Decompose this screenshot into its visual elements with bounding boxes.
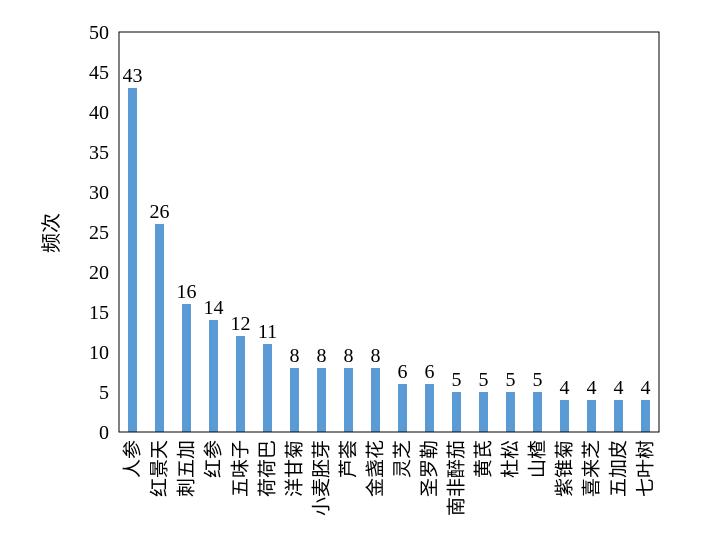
bar bbox=[398, 384, 407, 432]
x-tick-label: 红景天 bbox=[149, 440, 171, 497]
y-tick-label: 40 bbox=[89, 102, 109, 124]
x-axis-ticks: 人参 红景天 刺五加 红参 五味子 荷荷巴 洋甘菊 小麦胚芽 芦荟 金盏花 灵芝 圣罗勒 南非醉茄 黄芪杜… bbox=[122, 440, 657, 516]
x-tick-label: 红参 bbox=[203, 440, 225, 478]
y-tick-label: 15 bbox=[89, 302, 109, 324]
bar bbox=[533, 392, 542, 432]
x-tick-label: 七叶树 bbox=[635, 440, 657, 497]
y-axis-label: 频次 bbox=[40, 213, 63, 253]
bar bbox=[182, 304, 191, 432]
bar bbox=[155, 224, 164, 432]
y-tick-label: 5 bbox=[99, 382, 109, 404]
bar bbox=[371, 368, 380, 432]
x-tick-label: 紫锥菊 bbox=[554, 440, 576, 497]
data-label: 5 bbox=[452, 369, 462, 391]
x-tick-label: 刺五加 bbox=[176, 440, 198, 497]
data-label: 8 bbox=[317, 345, 327, 367]
x-tick-label: 荷荷巴 bbox=[257, 440, 279, 497]
y-axis-ticks: 0 5 10 15 20 25 30 35 40 45 50 bbox=[89, 22, 109, 444]
bar bbox=[587, 400, 596, 432]
data-label: 5 bbox=[533, 369, 543, 391]
y-tick-label: 35 bbox=[89, 142, 109, 164]
x-tick-label: 洋甘菊 bbox=[284, 440, 306, 497]
x-tick-label: 喜来芝 bbox=[581, 440, 603, 497]
y-tick-label: 50 bbox=[89, 22, 109, 44]
y-tick-label: 0 bbox=[99, 422, 109, 444]
x-tick-label: 山楂 bbox=[527, 440, 549, 478]
data-label: 6 bbox=[398, 361, 408, 383]
bar bbox=[344, 368, 353, 432]
x-tick-label: 小麦胚芽 bbox=[311, 440, 333, 516]
x-tick-label: 灵芝 bbox=[392, 440, 414, 478]
bar bbox=[641, 400, 650, 432]
x-tick-label: 杜松 bbox=[500, 440, 522, 478]
data-label: 12 bbox=[231, 313, 251, 335]
y-tick-label: 45 bbox=[89, 62, 109, 84]
data-label: 6 bbox=[425, 361, 435, 383]
x-tick-label: 五味子 bbox=[230, 440, 252, 497]
bar bbox=[263, 344, 272, 432]
bar bbox=[479, 392, 488, 432]
x-tick-label: 黄芪 bbox=[473, 440, 495, 478]
data-label: 4 bbox=[587, 377, 597, 399]
bar bbox=[425, 384, 434, 432]
x-tick-label: 金盏花 bbox=[365, 440, 387, 497]
data-label: 4 bbox=[560, 377, 570, 399]
data-label: 5 bbox=[506, 369, 516, 391]
data-label: 8 bbox=[290, 345, 300, 367]
x-tick-label: 南非醉茄 bbox=[446, 440, 468, 516]
plot-area-frame bbox=[118, 31, 660, 433]
bar bbox=[236, 336, 245, 432]
x-tick-label: 圣罗勒 bbox=[419, 440, 441, 497]
x-tick-label: 五加皮 bbox=[608, 440, 630, 497]
data-label: 8 bbox=[371, 345, 381, 367]
bar bbox=[506, 392, 515, 432]
x-tick-label: 人参 bbox=[122, 440, 144, 478]
data-label: 43 bbox=[123, 65, 143, 87]
bars bbox=[128, 88, 650, 432]
y-tick-label: 25 bbox=[89, 222, 109, 244]
data-label: 14 bbox=[204, 297, 224, 319]
bar bbox=[560, 400, 569, 432]
data-label: 8 bbox=[344, 345, 354, 367]
data-label: 16 bbox=[177, 281, 197, 303]
data-label: 4 bbox=[641, 377, 651, 399]
data-label: 5 bbox=[479, 369, 489, 391]
bar bbox=[128, 88, 137, 432]
data-label: 11 bbox=[258, 321, 277, 343]
data-label: 4 bbox=[614, 377, 624, 399]
bar bbox=[452, 392, 461, 432]
bar bbox=[209, 320, 218, 432]
y-tick-label: 20 bbox=[89, 262, 109, 284]
x-tick-label: 芦荟 bbox=[338, 440, 360, 478]
bar bbox=[317, 368, 326, 432]
y-tick-label: 10 bbox=[89, 342, 109, 364]
bar bbox=[290, 368, 299, 432]
y-tick-label: 30 bbox=[89, 182, 109, 204]
data-label: 26 bbox=[150, 201, 170, 223]
bar bbox=[614, 400, 623, 432]
